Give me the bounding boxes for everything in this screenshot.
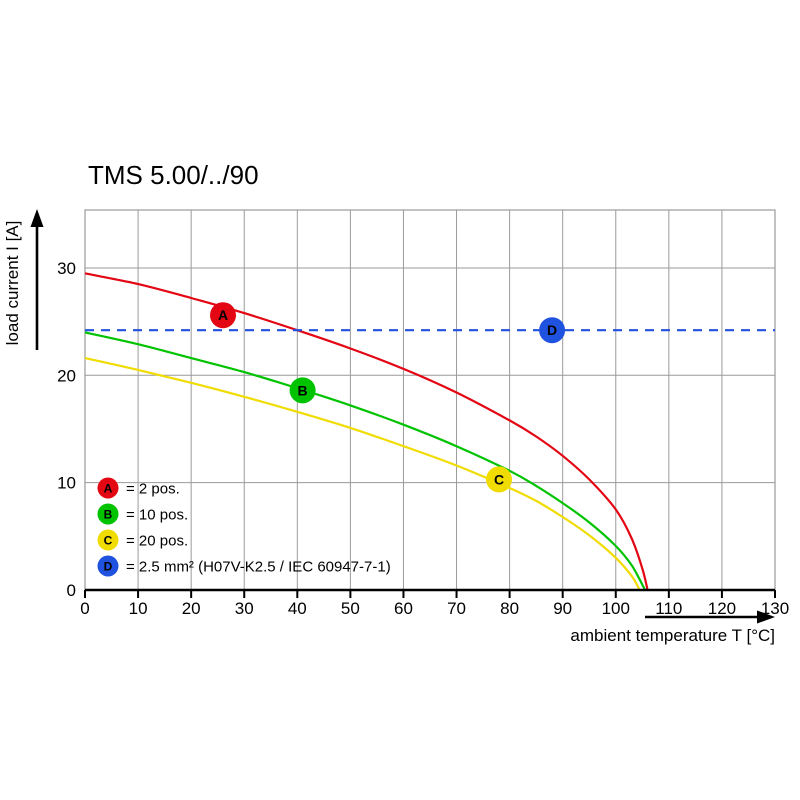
plot-grid <box>85 210 775 590</box>
x-axis: 0 10 20 30 40 50 60 70 80 90 100 110 120 130 <box>80 588 789 618</box>
x-tick-label: 70 <box>447 599 466 618</box>
x-tick-label: 20 <box>182 599 201 618</box>
y-axis: 0 10 20 30 <box>57 259 76 600</box>
page-title: TMS 5.00/../90 <box>88 160 259 190</box>
curve-C <box>84 357 641 591</box>
marker-A-letter: A <box>218 307 228 323</box>
legend-swatch-A-icon <box>97 477 119 499</box>
legend-swatch-B-icon <box>97 503 119 525</box>
curve-B <box>84 331 646 591</box>
x-axis-arrow-icon <box>645 610 775 624</box>
legend-label-C: = 20 pos. <box>126 533 188 550</box>
plot-frame <box>84 209 776 591</box>
marker-B-letter: B <box>298 382 308 398</box>
marker-D-letter: D <box>547 322 557 338</box>
legend-label-D: = 2.5 mm² (H07V-K2.5 / IEC 60947-7-1) <box>126 559 391 576</box>
x-tick-label: 80 <box>500 599 519 618</box>
marker-A-icon <box>210 302 236 329</box>
x-tick-label: 120 <box>708 599 736 618</box>
x-tick-label: 130 <box>761 599 789 618</box>
x-tick-label: 60 <box>394 599 413 618</box>
legend-letter-C: C <box>104 534 113 548</box>
marker-B-icon <box>289 377 316 404</box>
curves <box>84 272 775 591</box>
legend-label-B: = 10 pos. <box>126 507 188 524</box>
x-tick-label: 30 <box>235 599 254 618</box>
y-tick-label: 30 <box>57 259 76 278</box>
x-axis-label: ambient temperature T [°C] <box>570 626 775 645</box>
legend-letter-A: A <box>104 482 113 496</box>
x-tick-label: 40 <box>288 599 307 618</box>
x-tick-label: 90 <box>553 599 572 618</box>
legend: A = 2 pos. B = 10 pos. C = 20 pos. D = 2.5 mm² … <box>97 477 391 577</box>
x-tick-label: 100 <box>602 599 630 618</box>
x-tick-label: 50 <box>341 599 360 618</box>
y-axis-label: load current I [A] <box>3 221 22 346</box>
marker-C-letter: C <box>494 471 504 487</box>
x-tick-label: 0 <box>80 599 89 618</box>
marker-D-icon <box>539 317 566 344</box>
legend-letter-B: B <box>104 508 113 522</box>
curve-markers: A B C D <box>210 302 566 493</box>
y-tick-label: 0 <box>67 581 76 600</box>
legend-swatch-D-icon <box>97 555 119 577</box>
x-tick-label: 10 <box>129 599 148 618</box>
y-tick-label: 10 <box>57 474 76 493</box>
y-tick-label: 20 <box>57 366 76 385</box>
legend-swatch-C-icon <box>97 529 119 551</box>
legend-label-A: = 2 pos. <box>126 481 180 498</box>
y-axis-arrow-icon <box>30 209 44 350</box>
marker-C-icon <box>486 466 512 493</box>
x-tick-label: 110 <box>655 599 682 618</box>
legend-letter-D: D <box>104 560 113 574</box>
